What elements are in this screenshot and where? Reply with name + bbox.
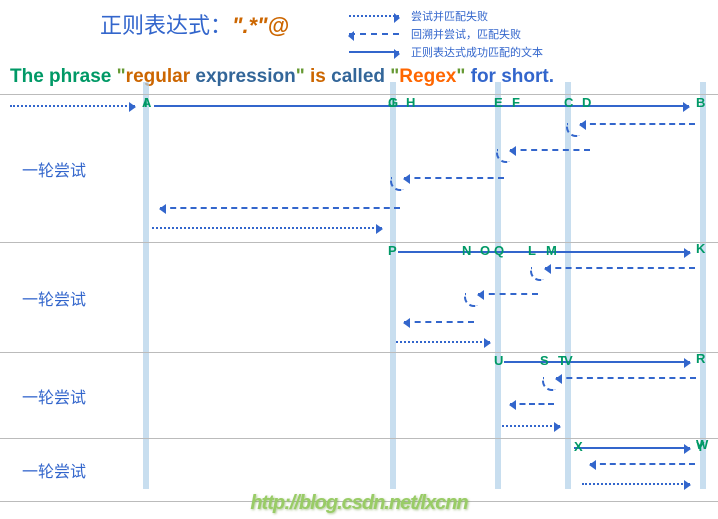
section-label: 一轮尝试	[22, 157, 86, 181]
curve-icon	[542, 377, 556, 391]
label-Y: Y	[696, 439, 705, 454]
word-the: The phrase	[10, 66, 117, 87]
label-S: S	[540, 353, 549, 368]
section-label: 一轮尝试	[22, 458, 86, 482]
header: 正则表达式：".*"@ 尝试并匹配失败 回溯并尝试，匹配失败 正则表达式成功匹配…	[0, 0, 718, 62]
legend-row-2: 回溯并尝试，匹配失败	[349, 26, 543, 42]
legend: 尝试并匹配失败 回溯并尝试，匹配失败 正则表达式成功匹配的文本	[349, 8, 543, 62]
section-label: 一轮尝试	[22, 384, 86, 408]
path	[152, 227, 382, 229]
path	[590, 463, 695, 465]
curve-icon	[530, 267, 544, 281]
word-regular: regular	[126, 66, 196, 87]
quote-2: "	[296, 66, 310, 87]
label-M: M	[546, 243, 557, 258]
path	[478, 293, 538, 295]
section-2: 一轮尝试 K L M N O P Q	[0, 242, 718, 352]
path	[510, 149, 590, 151]
label-E: E	[494, 95, 503, 110]
label-N: N	[462, 243, 471, 258]
legend-row-1: 尝试并匹配失败	[349, 8, 543, 24]
path	[556, 377, 696, 379]
path	[545, 267, 695, 269]
label-R: R	[696, 351, 705, 366]
path	[574, 447, 690, 449]
quote-4: "	[456, 66, 470, 87]
label-H: H	[406, 95, 415, 110]
legend-text-2: 回溯并尝试，匹配失败	[411, 26, 521, 42]
dashed-line-icon	[349, 33, 399, 35]
dotted-line-icon	[349, 15, 399, 17]
label-L: L	[528, 243, 536, 258]
curve-icon	[464, 293, 478, 307]
path	[396, 341, 490, 343]
path	[580, 123, 695, 125]
curve-icon	[496, 149, 510, 163]
curve-icon	[566, 123, 580, 137]
label-U: U	[494, 353, 503, 368]
label-P: P	[388, 243, 397, 258]
sample-phrase: The phrase "regular expression" is calle…	[0, 62, 718, 92]
quote-1: "	[117, 66, 126, 87]
word-expression: expression	[195, 66, 295, 87]
section-1: 一轮尝试 A B C D E F G H I J	[0, 94, 718, 242]
path	[404, 177, 504, 179]
path	[398, 251, 690, 253]
path	[404, 321, 474, 323]
legend-text-3: 正则表达式成功匹配的文本	[411, 44, 543, 60]
path	[582, 483, 690, 485]
label-Q: Q	[494, 243, 504, 258]
label-F: F	[512, 95, 520, 110]
word-regex: Regex	[399, 66, 456, 87]
label-D: D	[582, 95, 591, 110]
legend-text-1: 尝试并匹配失败	[411, 8, 488, 24]
sections: 一轮尝试 A B C D E F G H I J 一轮尝试 K L M N O …	[0, 94, 718, 502]
label-J: J	[388, 95, 395, 110]
label-C: C	[564, 95, 573, 110]
path	[154, 105, 689, 107]
label-B: B	[696, 95, 705, 110]
section-label: 一轮尝试	[22, 286, 86, 310]
section-3: 一轮尝试 R S T U V	[0, 352, 718, 438]
path	[10, 105, 135, 107]
path	[502, 425, 560, 427]
path	[504, 361, 690, 363]
solid-line-icon	[349, 51, 399, 53]
watermark: http://blog.csdn.net/lxcnn	[0, 492, 718, 515]
curve-icon	[390, 177, 404, 191]
title-regex: ".*"@	[232, 13, 289, 38]
label-I: I	[144, 95, 148, 110]
word-called: called	[331, 66, 390, 87]
label-V: V	[564, 353, 573, 368]
label-O: O	[480, 243, 490, 258]
title-prefix: 正则表达式：	[100, 13, 232, 38]
word-is: is	[310, 66, 331, 87]
legend-row-3: 正则表达式成功匹配的文本	[349, 44, 543, 60]
path	[510, 403, 554, 405]
label-K: K	[696, 241, 705, 256]
title: 正则表达式：".*"@	[100, 8, 289, 40]
path	[160, 207, 400, 209]
label-X: X	[574, 439, 583, 454]
word-forshort: for short.	[471, 66, 554, 87]
